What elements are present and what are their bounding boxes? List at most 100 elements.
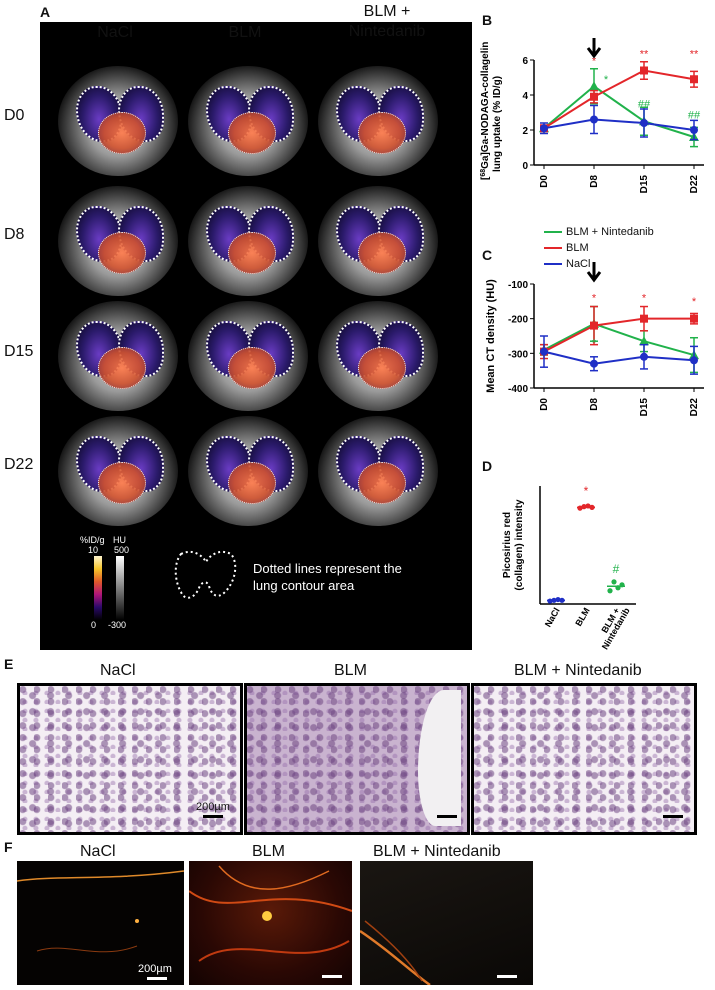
data-point	[555, 596, 561, 603]
panel-e-title-blm: BLM	[334, 662, 367, 679]
x-tick-label: BLM	[573, 606, 591, 628]
y-axis-label-line2: lung uptake (% ID/g)	[492, 76, 503, 172]
pet-colorbar-unit: %ID/g	[80, 535, 105, 545]
significance-mark: ##	[688, 110, 701, 122]
y-tick-label: -300	[508, 349, 528, 360]
legend-item-nacl: NaCl	[544, 256, 714, 272]
y-tick-label: 0	[522, 161, 528, 172]
series-line	[543, 69, 695, 130]
scalebar-e-nacl	[203, 815, 223, 818]
scale-label-e: 200µm	[196, 801, 230, 813]
significance-mark: *	[592, 292, 597, 304]
y-axis-label-line1: [68Ga]Ga-NODAGA-collagelin	[480, 42, 491, 180]
pet-colorbar	[94, 556, 102, 620]
data-point	[551, 597, 557, 603]
col-header-nacl: NaCl	[97, 24, 133, 41]
panel-a-label: A	[40, 4, 51, 20]
legend-item-blm: BLM	[544, 240, 714, 256]
significance-mark: *	[592, 337, 597, 349]
heart-region	[358, 462, 406, 504]
y-tick-label: -100	[508, 280, 528, 291]
y-axis-label-line1: Picosirius red	[502, 512, 513, 578]
series-line	[543, 322, 695, 357]
collagen-fibers-nacl	[17, 870, 184, 953]
heart-region	[228, 462, 276, 504]
data-point	[690, 356, 698, 365]
picrosirius-blm-nintedanib	[360, 861, 533, 985]
data-point	[590, 321, 598, 330]
heart-region	[98, 232, 146, 274]
panel-b-label: B	[482, 12, 493, 28]
y-tick-label: -200	[508, 315, 528, 326]
scalebar-f-blm-nintedanib	[497, 975, 517, 978]
x-tick-label: D15	[639, 398, 650, 417]
y-tick-label: 2	[522, 126, 528, 137]
data-point	[690, 126, 698, 134]
lung-contour-icon	[174, 550, 237, 599]
heart-region	[228, 232, 276, 274]
scale-label-f: 200µm	[138, 963, 172, 975]
data-point	[540, 124, 548, 133]
data-point	[640, 119, 648, 127]
x-tick-label: D22	[689, 175, 700, 194]
collagen-fibers-blm	[189, 865, 352, 962]
x-tick-label: D0	[539, 398, 550, 411]
heart-region	[358, 232, 406, 274]
data-point	[690, 75, 698, 84]
scalebar-e-blm-nintedanib	[663, 815, 683, 818]
series-line	[543, 84, 695, 138]
data-point	[559, 597, 565, 603]
data-point	[589, 504, 595, 510]
x-tick-label: NaCl	[543, 606, 562, 629]
series-line	[543, 350, 695, 365]
col-header-blm-nintedanib: BLM + Nintedanib	[348, 3, 426, 40]
data-point	[577, 505, 583, 511]
significance-mark: *	[604, 74, 609, 86]
legend-swatch-red	[544, 247, 562, 250]
panel-f-label: F	[4, 839, 13, 855]
data-point	[615, 585, 621, 591]
series-line	[543, 118, 695, 131]
legend-label-blm: BLM	[566, 242, 589, 254]
data-point	[690, 314, 698, 323]
legend-swatch-green	[544, 231, 562, 234]
panel-e-label: E	[4, 656, 14, 672]
y-tick-label: -400	[508, 384, 528, 395]
panel-f-title-blm-nintedanib: BLM + Nintedanib	[373, 843, 501, 860]
data-point	[589, 81, 599, 91]
legend-label-blm-nintedanib: BLM + Nintedanib	[566, 226, 654, 238]
heart-region	[98, 462, 146, 504]
x-tick-label: D22	[689, 398, 700, 417]
data-point	[590, 359, 598, 368]
data-point	[547, 598, 553, 604]
picrosirius-blm	[189, 861, 352, 985]
panel-d-label: D	[482, 458, 493, 474]
series-line	[543, 317, 694, 353]
histology-nacl	[17, 683, 243, 835]
arrow-down-icon	[586, 38, 602, 59]
significance-mark: *	[642, 292, 647, 304]
legend-bc: BLM + Nintedanib BLM NaCl	[544, 224, 714, 272]
ct-colorbar-max: 500	[114, 545, 130, 555]
data-point	[639, 336, 649, 346]
scalebar-f-nacl	[147, 977, 167, 980]
row-label-d22: D22	[4, 456, 34, 473]
heart-region	[98, 347, 146, 389]
chart-d: Picosirius red (collagen) intensity NaCl BL…	[502, 484, 636, 651]
data-point	[590, 115, 598, 124]
histology-blm-background	[418, 690, 461, 826]
panel-f-title-blm: BLM	[252, 843, 285, 860]
significance-mark: *	[584, 484, 589, 498]
scalebar-f-blm	[322, 975, 342, 978]
row-label-d8: D8	[4, 226, 25, 243]
significance-mark: #	[613, 562, 620, 576]
y-axis-label-line2: (collagen) intensity	[514, 499, 525, 591]
significance-mark: **	[690, 48, 699, 60]
data-point	[590, 92, 598, 101]
significance-mark: *	[692, 296, 697, 308]
legend-swatch-blue	[544, 263, 562, 266]
heart-region	[228, 112, 276, 154]
panel-e-title-nacl: NaCl	[100, 662, 136, 679]
